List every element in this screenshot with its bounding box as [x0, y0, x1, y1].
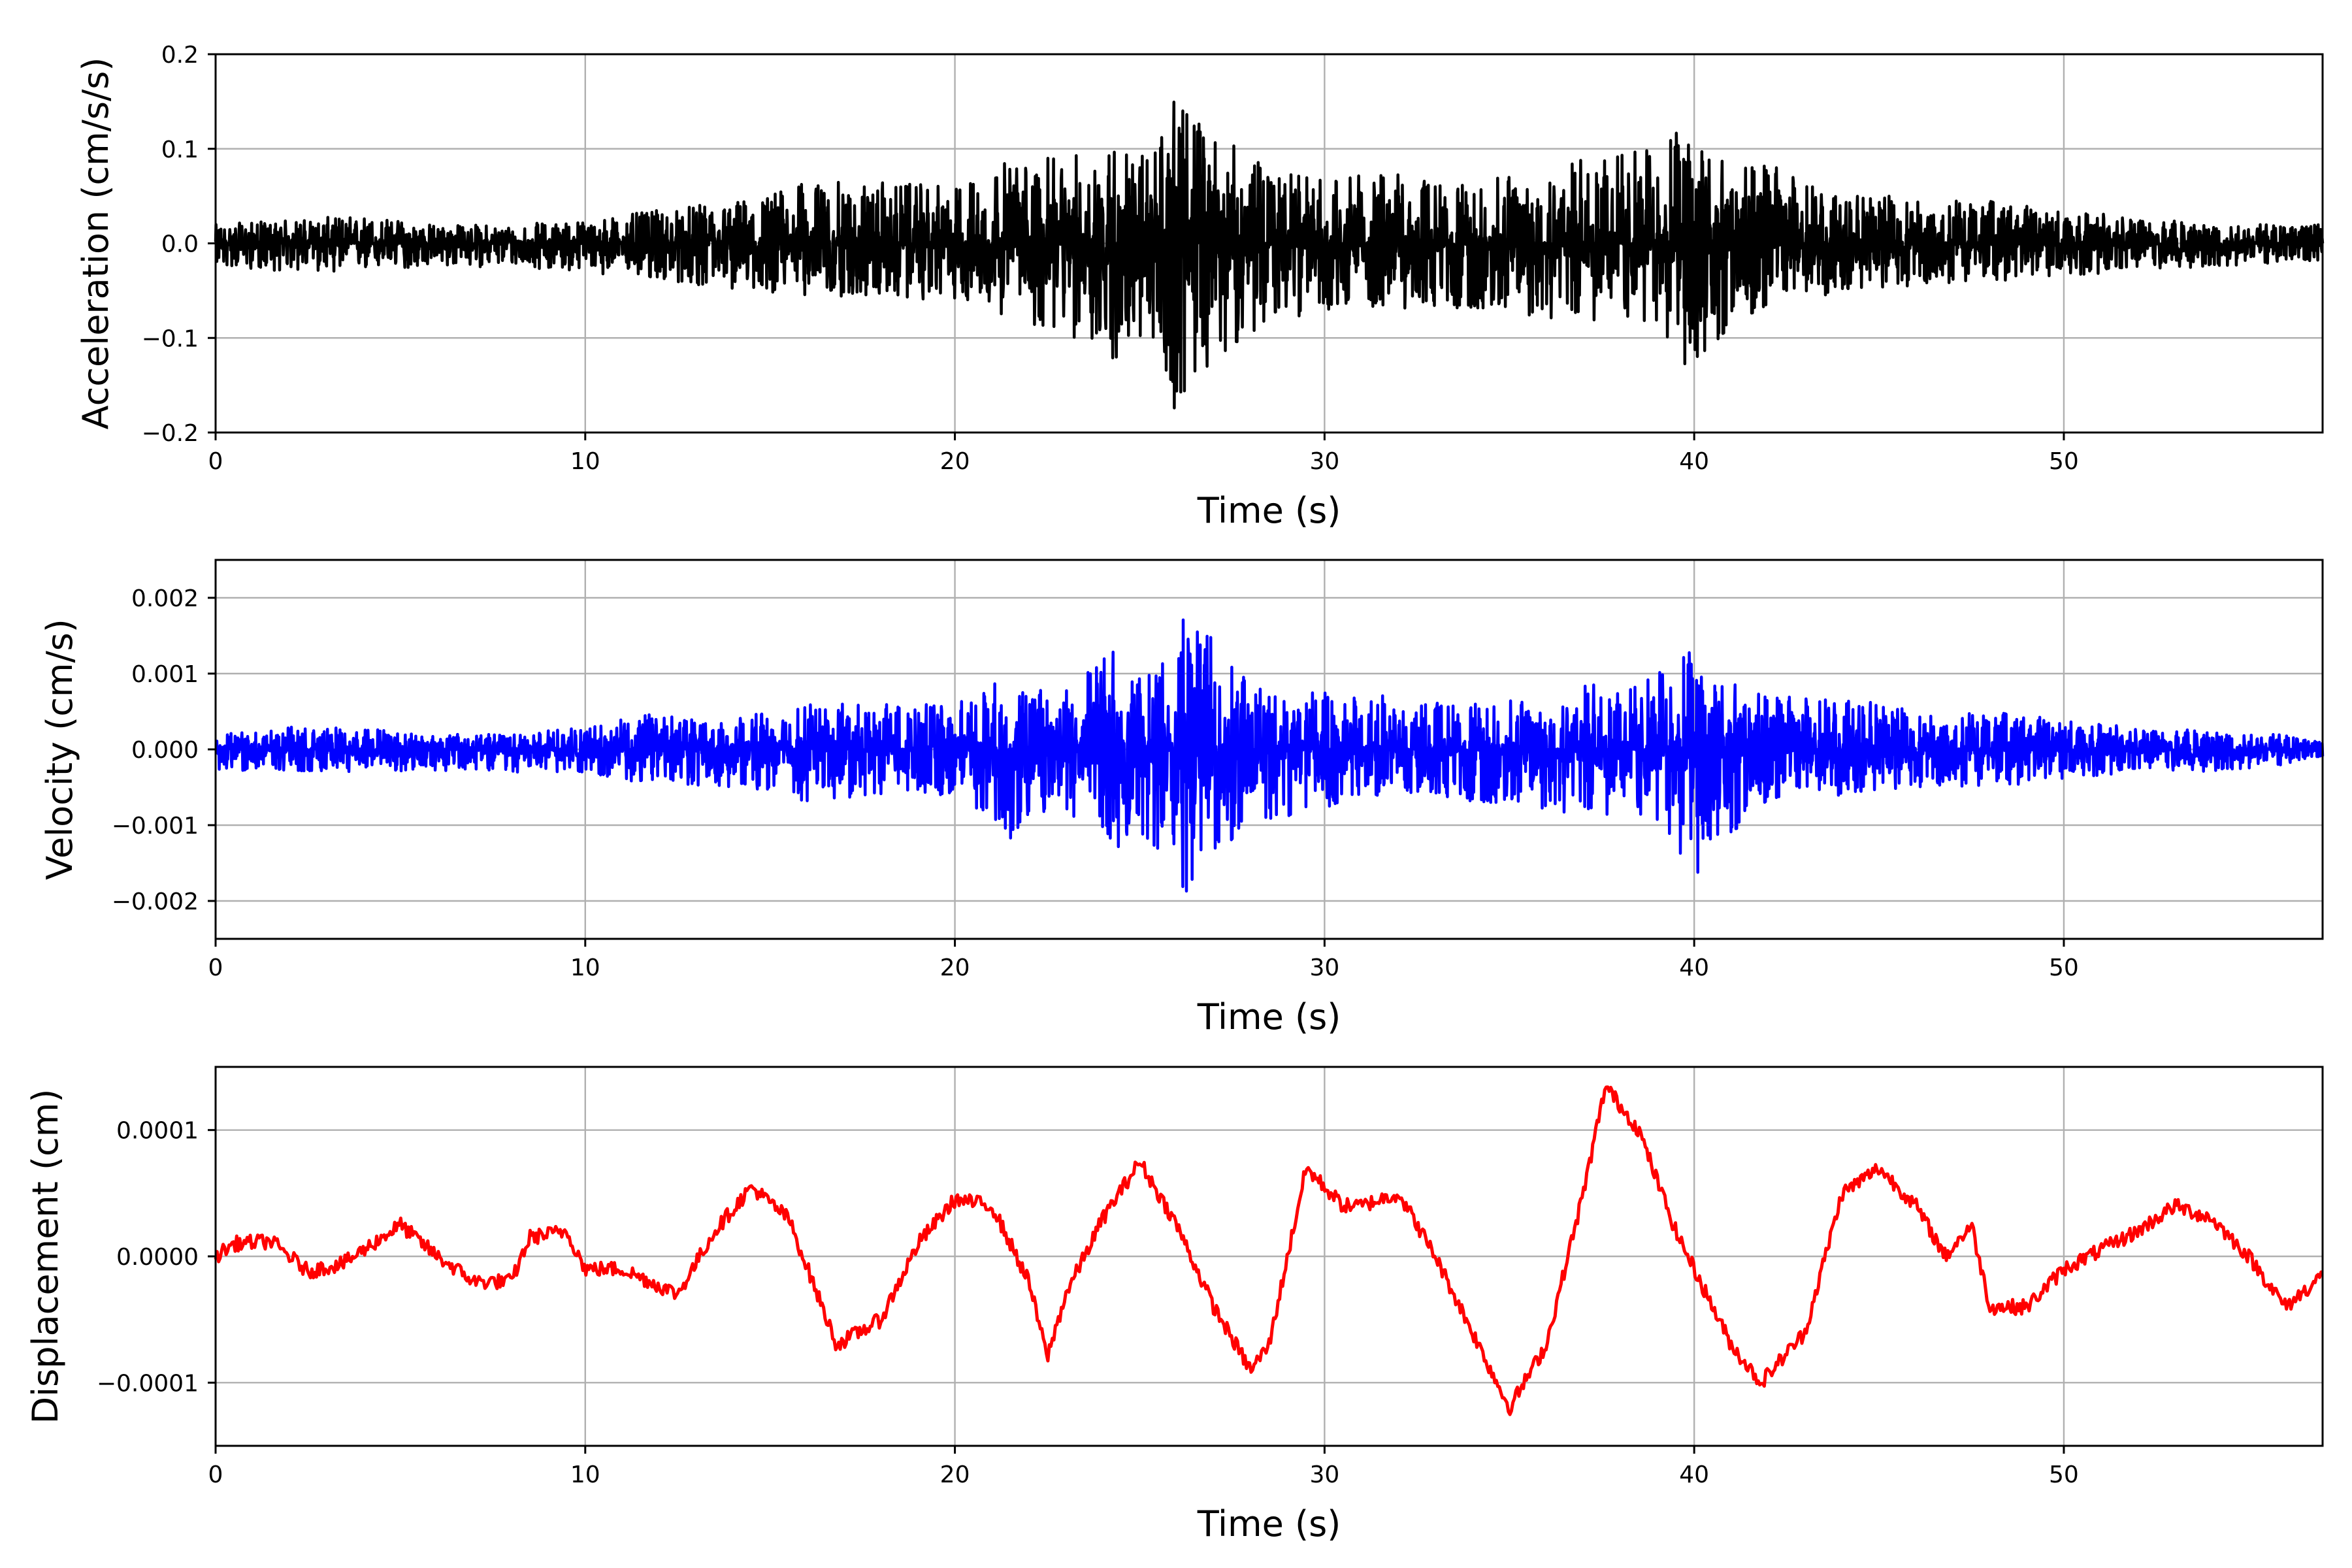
- velocity-x-tick-label: 40: [1679, 955, 1709, 981]
- displacement-x-tick-label: 10: [570, 1462, 600, 1488]
- displacement-x-tick-label: 30: [1309, 1462, 1339, 1488]
- velocity-x-tick-label: 10: [570, 955, 600, 981]
- acceleration-panel: 0 10 20 30 40 50 −0.2 −0.1 0.0 0.1 0.2 Time (s) Ac…: [75, 42, 2325, 531]
- displacement-y-tick-label: −0.0001: [97, 1370, 199, 1397]
- velocity-series-line: [214, 618, 2325, 893]
- acceleration-series-line: [214, 101, 2325, 410]
- displacement-x-tick-label: 20: [940, 1462, 970, 1488]
- velocity-y-tick-label: −0.002: [112, 889, 199, 915]
- acceleration-y-tick-label: 0.0: [161, 231, 199, 258]
- velocity-trace: [214, 618, 2325, 893]
- acceleration-x-tick-label: 30: [1309, 448, 1339, 475]
- velocity-y-tick-label: 0.000: [131, 737, 199, 764]
- acceleration-y-tick-label: −0.1: [142, 325, 199, 352]
- displacement-series-line: [214, 1085, 2324, 1416]
- displacement-y-axis-label: Displacement (cm): [25, 1089, 66, 1424]
- displacement-x-tick-label: 40: [1679, 1462, 1709, 1488]
- displacement-y-tick-label: 0.0001: [116, 1118, 199, 1145]
- velocity-ticks: 0 10 20 30 40 50 −0.002 −0.001 0.000 0.001 0.002: [112, 585, 2079, 981]
- velocity-x-axis-label: Time (s): [1197, 996, 1341, 1037]
- acceleration-x-tick-label: 0: [208, 448, 223, 475]
- acceleration-y-tick-label: 0.2: [161, 42, 199, 69]
- acceleration-y-tick-label: −0.2: [142, 420, 199, 447]
- displacement-x-axis-label: Time (s): [1197, 1503, 1341, 1544]
- acceleration-x-tick-label: 50: [2049, 448, 2079, 475]
- velocity-y-tick-label: −0.001: [112, 813, 199, 840]
- velocity-y-tick-label: 0.002: [131, 585, 199, 612]
- displacement-grid: [214, 1067, 2323, 1446]
- acceleration-x-tick-label: 20: [940, 448, 970, 475]
- velocity-y-tick-label: 0.001: [131, 661, 199, 688]
- acceleration-x-axis-label: Time (s): [1197, 490, 1341, 531]
- acceleration-trace: [214, 101, 2325, 410]
- displacement-x-tick-label: 0: [208, 1462, 223, 1488]
- displacement-ticks: 0 10 20 30 40 50 −0.0001 0.0000 0.0001: [97, 1118, 2079, 1488]
- acceleration-y-tick-label: 0.1: [161, 137, 199, 163]
- velocity-panel: 0 10 20 30 40 50 −0.002 −0.001 0.000 0.001 0.002 T…: [39, 559, 2325, 1037]
- velocity-x-tick-label: 30: [1309, 955, 1339, 981]
- acceleration-ticks: 0 10 20 30 40 50 −0.2 −0.1 0.0 0.1 0.2: [142, 42, 2079, 475]
- acceleration-y-axis-label: Acceleration (cm/s/s): [75, 57, 116, 430]
- velocity-y-axis-label: Velocity (cm/s): [39, 619, 80, 880]
- displacement-x-tick-label: 50: [2049, 1462, 2079, 1488]
- velocity-x-tick-label: 50: [2049, 955, 2079, 981]
- displacement-trace: [214, 1085, 2324, 1416]
- acceleration-x-tick-label: 40: [1679, 448, 1709, 475]
- acceleration-x-tick-label: 10: [570, 448, 600, 475]
- velocity-x-tick-label: 0: [208, 955, 223, 981]
- velocity-x-tick-label: 20: [940, 955, 970, 981]
- displacement-y-tick-label: 0.0000: [116, 1244, 199, 1271]
